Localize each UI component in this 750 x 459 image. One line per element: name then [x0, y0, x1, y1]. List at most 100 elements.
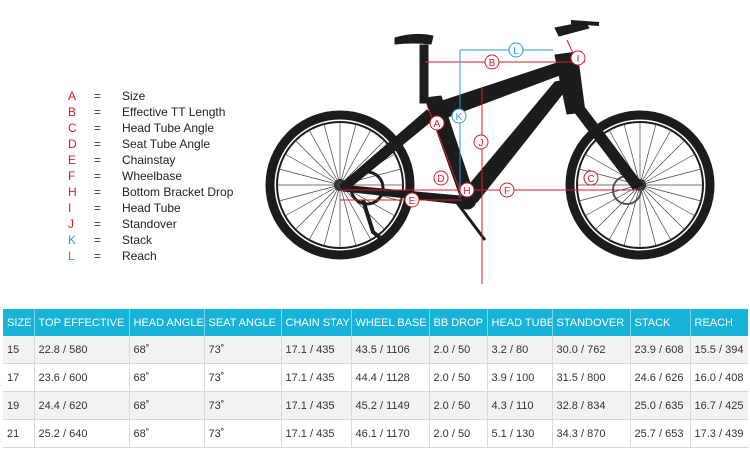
table-cell: 68˚ — [129, 391, 205, 420]
table-cell: 25.0 / 635 — [630, 391, 691, 420]
table-cell: 25.2 / 640 — [34, 419, 130, 448]
legend-label: Effective TT Length — [122, 105, 226, 119]
table-cell: 45.2 / 1149 — [351, 391, 430, 420]
legend-equals: = — [94, 233, 102, 247]
badge-a: A — [429, 115, 445, 131]
table-row: 21 25.2 / 640 68˚ 73˚ 17.1 / 435 46.1 / … — [3, 419, 748, 448]
header-size: SIZE — [3, 309, 35, 336]
header-head-angle: HEAD ANGLE — [129, 309, 205, 336]
table-cell: 44.4 / 1128 — [351, 363, 430, 392]
table-cell: 68˚ — [129, 363, 205, 392]
legend-item-d: D = Seat Tube Angle — [68, 136, 268, 152]
legend-equals: = — [94, 249, 102, 263]
table-cell: 73˚ — [204, 336, 282, 364]
badge-c-text: C — [587, 174, 594, 185]
badge-j: J — [473, 134, 489, 150]
badge-a-text: A — [434, 119, 441, 130]
badge-b-text: B — [489, 58, 496, 69]
badge-e: E — [404, 192, 420, 208]
table-cell: 73˚ — [204, 391, 282, 420]
legend-equals: = — [94, 137, 102, 151]
table-cell: 3.2 / 80 — [487, 336, 553, 364]
rear-wheel — [265, 110, 415, 260]
legend-letter: E — [68, 153, 77, 167]
badge-c: C — [583, 170, 599, 186]
table-cell: 31.5 / 800 — [552, 363, 631, 392]
measurement-badges: B L I K A J D H E F C — [404, 42, 599, 208]
legend-equals: = — [94, 121, 102, 135]
header-head-tube: HEAD TUBE — [487, 309, 553, 336]
header-seat-angle: SEAT ANGLE — [204, 309, 282, 336]
legend-letter: C — [68, 121, 77, 135]
legend-item-f: F = Wheelbase — [68, 168, 268, 184]
table-row: 17 23.6 / 600 68˚ 73˚ 17.1 / 435 44.4 / … — [3, 363, 748, 392]
legend-equals: = — [94, 169, 102, 183]
table-cell: 73˚ — [204, 363, 282, 392]
legend-item-e: E = Chainstay — [68, 152, 268, 168]
table-row: 15 22.8 / 580 68˚ 73˚ 17.1 / 435 43.5 / … — [3, 336, 748, 364]
table-cell: 17.1 / 435 — [281, 363, 352, 392]
legend-equals: = — [94, 89, 102, 103]
legend-label: Head Tube Angle — [122, 121, 215, 135]
badge-d-text: D — [437, 174, 444, 185]
badge-k: K — [451, 108, 467, 124]
header-standover: STANDOVER — [552, 309, 631, 336]
table-cell: 30.0 / 762 — [552, 336, 631, 364]
table-cell: 24.4 / 620 — [34, 391, 130, 420]
legend-label: Size — [122, 89, 146, 103]
table-cell: 3.9 / 100 — [487, 363, 553, 392]
legend-letter: I — [68, 201, 72, 215]
legend-label: Wheelbase — [122, 169, 183, 183]
legend-equals: = — [94, 217, 102, 231]
legend-label: Bottom Bracket Drop — [122, 185, 234, 199]
legend-item-b: B = Effective TT Length — [68, 104, 268, 120]
badge-l-text: L — [513, 46, 519, 57]
table-cell: 73˚ — [204, 419, 282, 448]
header-reach: REACH — [690, 309, 748, 336]
table-header-row: SIZE TOP EFFECTIVE HEAD ANGLE SEAT ANGLE… — [3, 309, 748, 336]
table-cell: 19 — [3, 391, 35, 420]
table-cell: 23.9 / 608 — [630, 336, 691, 364]
table-cell: 21 — [3, 419, 35, 448]
legend-letter: F — [68, 169, 76, 183]
table-cell: 17 — [3, 363, 35, 392]
legend-item-l: L = Reach — [68, 248, 268, 264]
table-cell: 2.0 / 50 — [429, 336, 488, 364]
table-cell: 24.6 / 626 — [630, 363, 691, 392]
legend-label: Reach — [122, 249, 157, 263]
table-cell: 46.1 / 1170 — [351, 419, 430, 448]
legend-equals: = — [94, 105, 102, 119]
legend-equals: = — [94, 201, 102, 215]
badge-h-text: H — [463, 186, 470, 197]
header-stack: STACK — [630, 309, 691, 336]
table-row: 19 24.4 / 620 68˚ 73˚ 17.1 / 435 45.2 / … — [3, 391, 748, 420]
table-cell: 32.8 / 834 — [552, 391, 631, 420]
table-cell: 15 — [3, 336, 35, 364]
badge-e-text: E — [409, 196, 416, 207]
legend-label: Chainstay — [122, 153, 176, 167]
table-cell: 43.5 / 1106 — [351, 336, 430, 364]
table-cell: 16.0 / 408 — [690, 363, 748, 392]
table-cell: 25.7 / 653 — [630, 419, 691, 448]
legend-label: Head Tube — [122, 201, 181, 215]
table-cell: 15.5 / 394 — [690, 336, 748, 364]
legend-letter: H — [68, 185, 77, 199]
table-cell: 22.8 / 580 — [34, 336, 130, 364]
bike-geometry-diagram: B L I K A J D H E F C — [265, 20, 715, 284]
bike-frame — [339, 20, 644, 242]
badge-l: L — [508, 42, 524, 58]
legend-label: Standover — [122, 217, 177, 231]
legend-letter: D — [68, 137, 77, 151]
legend-letter: B — [68, 105, 77, 119]
table-cell: 17.1 / 435 — [281, 336, 352, 364]
geometry-table: SIZE TOP EFFECTIVE HEAD ANGLE SEAT ANGLE… — [3, 309, 748, 448]
legend-item-i: I = Head Tube — [68, 200, 268, 216]
badge-b: B — [484, 54, 500, 70]
front-wheel — [565, 110, 715, 260]
table-cell: 2.0 / 50 — [429, 363, 488, 392]
header-chain-stay: CHAIN STAY — [281, 309, 352, 336]
legend-item-c: C = Head Tube Angle — [68, 120, 268, 136]
table-cell: 2.0 / 50 — [429, 419, 488, 448]
table-cell: 2.0 / 50 — [429, 391, 488, 420]
legend-equals: = — [94, 153, 102, 167]
